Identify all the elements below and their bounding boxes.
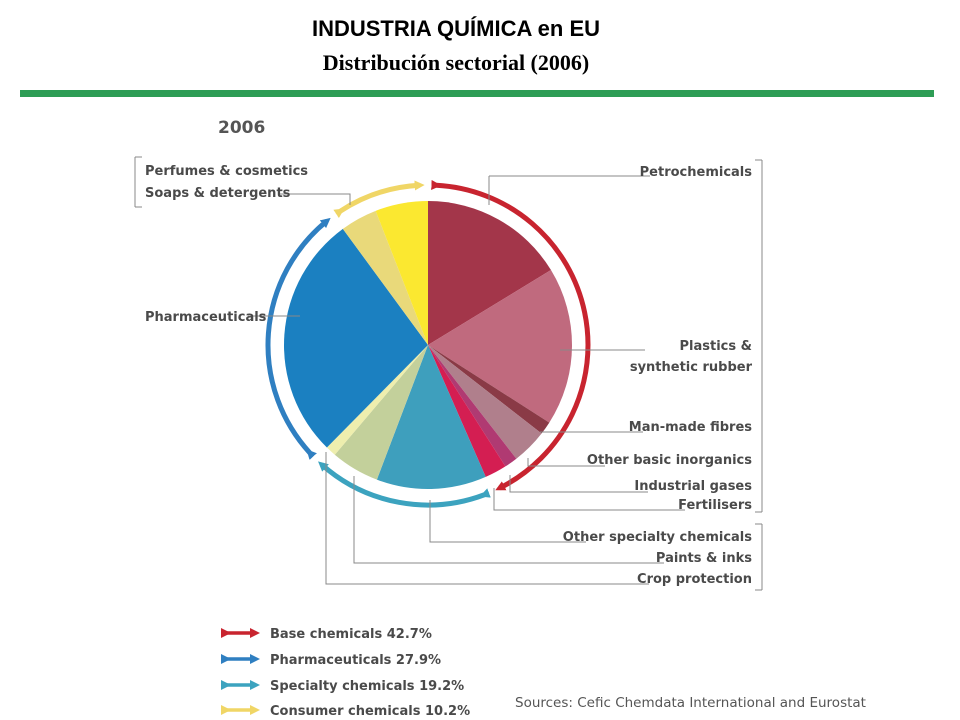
label-paints-inks: Paints & inks (656, 551, 752, 566)
label-pharmaceuticals: Pharmaceuticals (145, 310, 267, 325)
pie-slice-crop-protection (326, 345, 428, 455)
group-arrow-base (431, 179, 591, 491)
label-plastics-line1: Plastics & (680, 339, 752, 354)
legend-item-pharma: Pharmaceuticals 27.9% (221, 653, 441, 668)
legend-item-specialty: Specialty chemicals 19.2% (221, 679, 464, 694)
label-petrochemicals: Petrochemicals (640, 165, 753, 180)
label-inorganics: Other basic inorganics (587, 453, 752, 468)
label-industrial-gases: Industrial gases (634, 479, 752, 494)
group-arrow-consumer (333, 180, 425, 219)
label-other-specialty: Other specialty chemicals (563, 530, 752, 545)
group-arrow-pharma (265, 217, 331, 460)
label-perfumes: Perfumes & cosmetics (145, 164, 308, 179)
pie-slices (283, 201, 572, 489)
label-soaps: Soaps & detergents (145, 186, 291, 201)
legend-label-pharma: Pharmaceuticals 27.9% (270, 653, 441, 668)
slice-labels: Perfumes & cosmetics Soaps & detergents … (145, 164, 753, 587)
source-note: Sources: Cefic Chemdata International an… (515, 695, 866, 711)
chart-title: 2006 (218, 118, 265, 138)
group-arrow-specialty (318, 461, 491, 508)
label-fibres: Man-made fibres (629, 420, 752, 435)
pie-slice-paints-inks (334, 345, 428, 480)
group-arrows (265, 179, 591, 508)
label-plastics-line2: synthetic rubber (630, 360, 753, 375)
legend-label-base: Base chemicals 42.7% (270, 627, 432, 642)
legend-item-consumer: Consumer chemicals 10.2% (221, 704, 470, 719)
slide-subtitle: Distribución sectorial (2006) (322, 50, 590, 75)
legend-item-base: Base chemicals 42.7% (221, 627, 432, 642)
legend-label-specialty: Specialty chemicals 19.2% (270, 679, 464, 694)
title-divider (20, 90, 934, 97)
slide-title: INDUSTRIA QUÍMICA en EU (311, 16, 601, 41)
pie-slice-perfumes-cosmetics (375, 201, 428, 345)
leader-lines (134, 156, 763, 591)
pie-slice-soaps-detergents (342, 210, 428, 345)
label-crop-protection: Crop protection (637, 572, 752, 587)
legend-label-consumer: Consumer chemicals 10.2% (270, 704, 470, 719)
label-fertilisers: Fertilisers (678, 498, 752, 513)
legend: Base chemicals 42.7% Pharmaceuticals 27.… (221, 627, 470, 719)
